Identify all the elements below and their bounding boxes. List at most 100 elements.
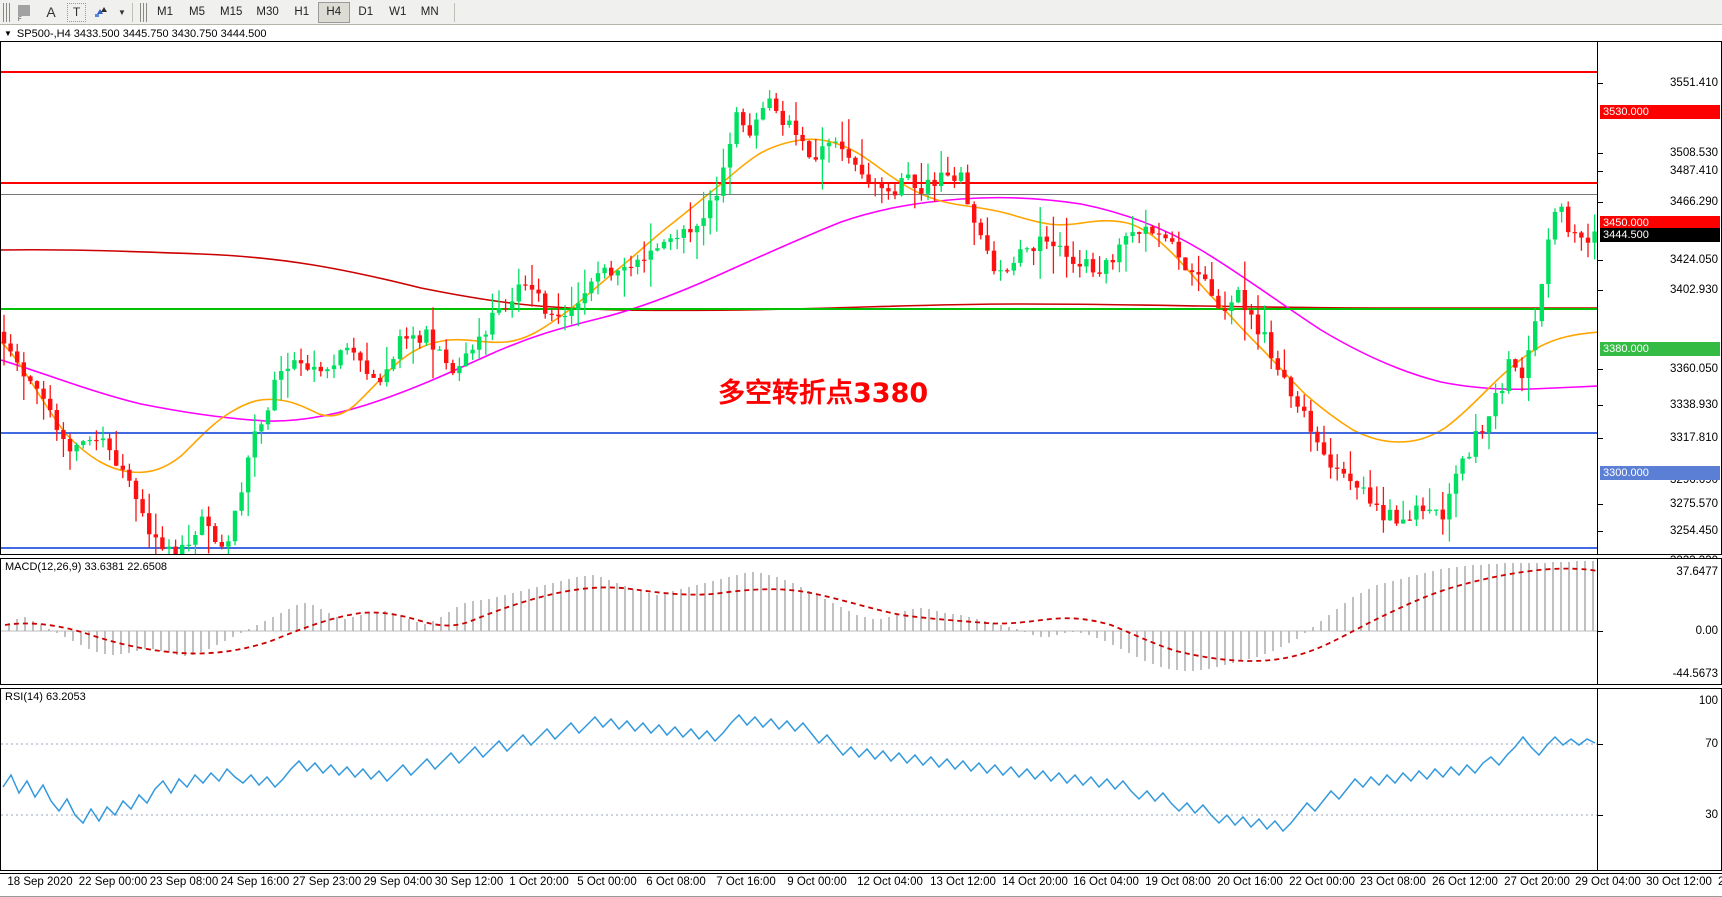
price-tick-3487: 3487.410	[1670, 165, 1718, 177]
collapse-triangle-icon[interactable]: ▼	[4, 29, 12, 38]
candle	[371, 369, 376, 379]
macd-axis[interactable]: 37.6477 0.00 -44.5673	[1597, 559, 1721, 684]
candle	[978, 218, 983, 240]
candle	[1513, 358, 1518, 372]
label-tool-icon[interactable]: T	[67, 2, 86, 22]
timeframe-d1[interactable]: D1	[358, 6, 374, 18]
candle	[767, 90, 772, 111]
candle	[661, 239, 667, 250]
candle	[701, 191, 706, 246]
candle	[668, 233, 673, 251]
timeframe-grip[interactable]	[140, 2, 149, 22]
time-label: 23 Oct 08:00	[1360, 876, 1426, 888]
candle	[1420, 497, 1426, 520]
hline-3444[interactable]	[1, 194, 1597, 195]
candle	[28, 375, 33, 385]
candle	[675, 229, 680, 250]
time-label: 27 Sep 23:00	[292, 876, 362, 888]
candle	[826, 138, 832, 163]
price-badge-last[interactable]: 3444.500	[1600, 228, 1720, 242]
candle	[1519, 357, 1525, 392]
hline-3380[interactable]	[1, 308, 1597, 310]
hline-3300[interactable]	[1, 432, 1597, 434]
candle	[272, 371, 277, 411]
candle	[589, 277, 594, 302]
candle	[1031, 246, 1036, 266]
candle	[364, 342, 370, 380]
rsi-panel[interactable]: RSI(14) 63.2053 100 70 30	[0, 688, 1722, 871]
price-panel[interactable]: 3551.410 3530.000 3508.530 3487.410 3466…	[0, 41, 1722, 595]
timeframe-m5[interactable]: M5	[189, 6, 205, 18]
candle	[160, 526, 165, 551]
price-badge-3530[interactable]: 3530.000	[1600, 105, 1720, 119]
candle	[173, 539, 178, 554]
macd-plot[interactable]	[1, 559, 1597, 684]
price-tick-3424: 3424.050	[1670, 254, 1718, 266]
hline-3210[interactable]	[1, 547, 1597, 549]
hline-3450[interactable]	[1, 182, 1597, 184]
candle	[384, 347, 389, 387]
candle	[1341, 461, 1346, 478]
candle	[411, 326, 416, 364]
timeframe-m30[interactable]: M30	[256, 6, 279, 18]
candle	[1401, 500, 1406, 524]
objects-icon[interactable]	[89, 1, 115, 24]
candle	[774, 92, 779, 114]
timeframe-w1[interactable]: W1	[389, 6, 407, 18]
objects-dropdown-icon[interactable]: ▼	[118, 7, 126, 17]
candle	[708, 190, 713, 235]
price-tick-3551: 3551.410	[1670, 77, 1718, 89]
hline-3530[interactable]	[1, 71, 1597, 73]
time-label: 22 Sep 00:00	[78, 876, 148, 888]
candle	[562, 305, 568, 331]
timeframe-h1[interactable]: H1	[294, 6, 310, 18]
candle	[945, 156, 950, 177]
macd-label: MACD(12,26,9) 33.6381 22.6508	[5, 561, 168, 573]
rsi-axis[interactable]: 100 70 30	[1597, 689, 1721, 870]
candle	[1302, 394, 1307, 418]
candle	[1057, 232, 1063, 257]
candle	[378, 373, 383, 386]
candle	[1084, 250, 1089, 273]
crosshair-icon[interactable]: F	[12, 1, 38, 24]
candle	[1288, 375, 1294, 408]
timeframe-m1[interactable]: M1	[157, 6, 173, 18]
timeframe-h4[interactable]: H4	[317, 1, 350, 23]
time-label: 29 Sep 04:00	[363, 876, 433, 888]
candle	[1130, 216, 1135, 243]
text-tool-icon[interactable]: A	[46, 4, 56, 20]
candle	[213, 522, 218, 544]
price-axis[interactable]: 3551.410 3530.000 3508.530 3487.410 3466…	[1597, 42, 1721, 595]
price-tick-3466: 3466.290	[1670, 196, 1718, 208]
rsi-plot[interactable]	[1, 689, 1597, 870]
time-label: 9 Oct 00:00	[787, 876, 847, 888]
candle	[780, 100, 785, 136]
candle	[470, 344, 475, 360]
candle	[490, 293, 495, 341]
time-label: 7 Oct 16:00	[716, 876, 776, 888]
candle	[549, 309, 554, 322]
time-axis[interactable]: 18 Sep 2020 22 Sep 00:00 23 Sep 08:00 24 Se…	[0, 873, 1722, 897]
price-badge-3380[interactable]: 3380.000	[1600, 342, 1720, 356]
chart-annotation[interactable]: 多空转折点3380	[718, 378, 929, 409]
candle	[727, 132, 733, 195]
symbol-quote-line[interactable]: ▼ SP500-,H4 3433.500 3445.750 3430.750 3…	[0, 26, 1722, 41]
candle	[1216, 289, 1221, 309]
candle	[305, 354, 310, 372]
price-plot[interactable]	[1, 42, 1597, 554]
toolbar: F A T ▼ M1 M5 M15 M30 H1 H4 D1 W1 MN	[0, 0, 1722, 25]
timeframe-m15[interactable]: M15	[220, 6, 243, 18]
timeframe-mn[interactable]: MN	[420, 6, 439, 18]
candle	[391, 356, 396, 372]
toolbar-grip[interactable]	[3, 2, 12, 22]
candle	[694, 223, 700, 260]
chart-container[interactable]: 3551.410 3530.000 3508.530 3487.410 3466…	[0, 41, 1722, 897]
macd-panel[interactable]: MACD(12,26,9) 33.6381 22.6508	[0, 558, 1722, 685]
candle	[1090, 252, 1096, 278]
candle	[879, 177, 884, 204]
price-badge-3300[interactable]: 3300.000	[1600, 466, 1720, 480]
candle	[437, 346, 442, 351]
price-tick-3254: 3254.450	[1670, 525, 1718, 537]
price-badge-3450[interactable]: 3450.000	[1600, 216, 1720, 230]
candle	[503, 299, 508, 312]
